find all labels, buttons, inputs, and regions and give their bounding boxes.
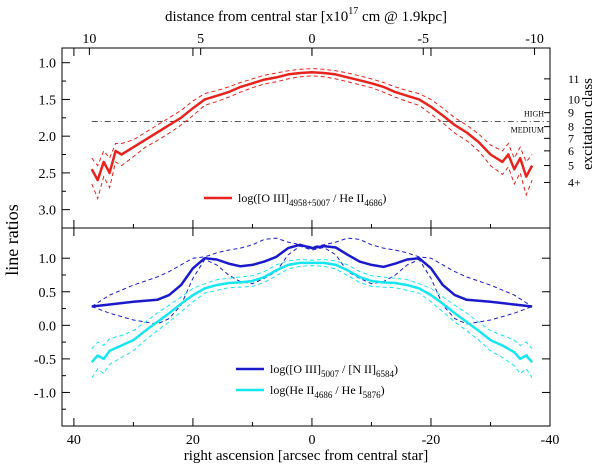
excitation-class-label: 11 — [568, 72, 580, 86]
x-tick-label: -40 — [541, 433, 560, 448]
legend-label-heii-hei: log(He II4686 / He I5876) — [270, 383, 385, 400]
top-axis-tick-label: -5 — [417, 32, 429, 47]
legend-label-oiii-heii: log([O III]4958+5007 / He II4686) — [238, 191, 386, 208]
series-lower-envelope — [91, 75, 533, 201]
series-upper-envelope — [91, 258, 533, 350]
y-tick-label: 0.5 — [39, 286, 57, 301]
bottom-panel-series — [90, 237, 534, 378]
series-lower-envelope — [91, 265, 533, 378]
threshold-high-label: HIGH — [524, 109, 544, 118]
series-upper-envelope — [91, 237, 533, 307]
excitation-class-label: 9 — [568, 106, 574, 120]
top-axis-tick-label: 10 — [82, 32, 96, 47]
y-tick-label: 1.0 — [39, 252, 57, 267]
excitation-class-label: 4+ — [568, 175, 581, 189]
y-tick-label: 2.5 — [39, 167, 57, 182]
excitation-class-label: 6 — [568, 144, 574, 158]
x-tick-label: 20 — [186, 433, 200, 448]
x-tick-label: 40 — [67, 433, 81, 448]
excitation-class-label: 8 — [568, 120, 574, 134]
y-tick-label: 1.0 — [39, 57, 57, 72]
top-panel-guides: HIGH MEDIUM — [91, 109, 550, 134]
y-tick-label: 3.0 — [39, 204, 57, 219]
top-axis-tick-label: -10 — [525, 32, 544, 47]
series-line — [91, 243, 533, 308]
excitation-class-label: 7 — [568, 131, 574, 145]
x-tick-label: -20 — [422, 433, 441, 448]
series-lower-envelope — [91, 245, 533, 325]
excitation-class-label: 10 — [568, 92, 580, 106]
x-tick-label: 0 — [308, 433, 315, 448]
top-panel-series — [90, 68, 534, 201]
bottom-panel-frame — [61, 227, 551, 427]
series-line — [90, 261, 534, 364]
y-tick-label: -1.0 — [34, 386, 56, 401]
top-axis-tick-label: 0 — [308, 32, 315, 47]
excitation-class-label: 5 — [568, 159, 574, 173]
legend-label-oiii-nii: log([O III]5007 / [N II]6584) — [270, 362, 398, 379]
threshold-medium-label: MEDIUM — [511, 125, 544, 134]
y-axis-title: line ratios — [2, 204, 22, 275]
y-tick-label: 0.0 — [39, 319, 57, 334]
series-upper-envelope — [91, 68, 533, 167]
x-axis-title: right ascension [arcsec from central sta… — [184, 448, 428, 464]
top-legend: log([O III]4958+5007 / He II4686) — [204, 191, 386, 208]
excitation-axis-title: excitation class — [580, 78, 596, 170]
top-axis-title: distance from central star [x1017 cm @ 1… — [165, 6, 447, 25]
top-axis-tick-label: 5 — [197, 32, 204, 47]
y-tick-label: 1.5 — [39, 93, 57, 108]
series-line — [90, 70, 534, 182]
y-tick-label: -0.5 — [34, 353, 56, 368]
bottom-panel-ticks: 1.0 0.5 0.0 -0.5 -1.0 40 20 0 -20 -40 — [34, 228, 560, 448]
y-tick-label: 2.0 — [39, 130, 57, 145]
bottom-legend: log([O III]5007 / [N II]6584) log(He II4… — [236, 362, 398, 400]
bottom-panel: 1.0 0.5 0.0 -0.5 -1.0 40 20 0 -20 -40 — [34, 227, 560, 448]
